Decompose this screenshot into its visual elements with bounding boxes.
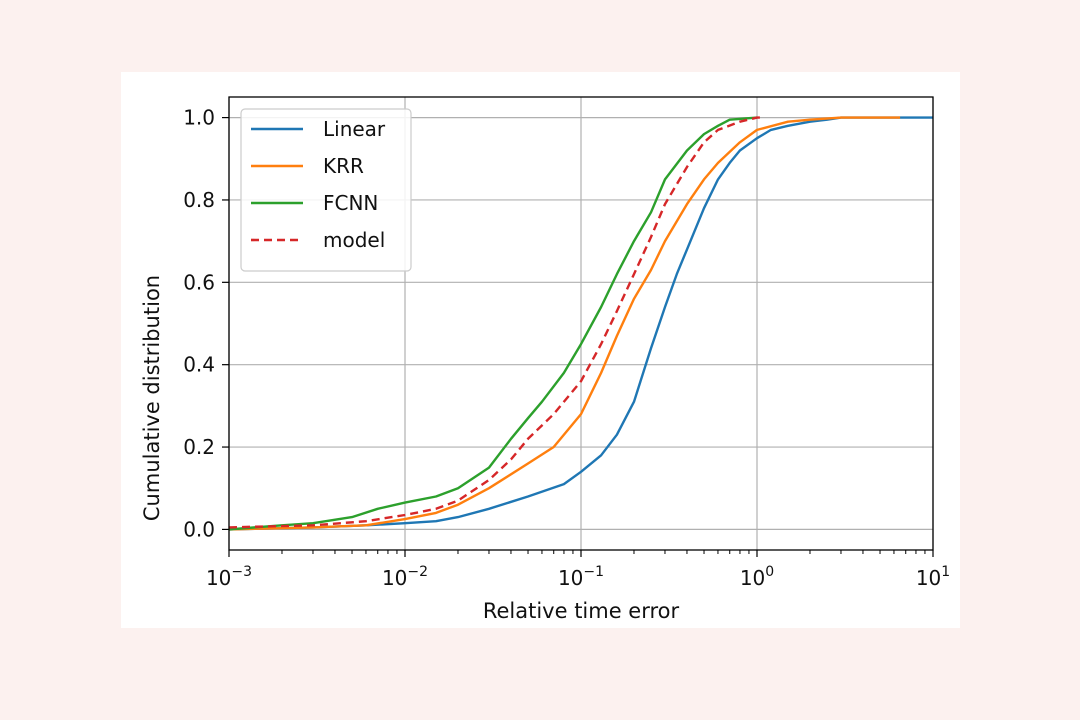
y-tick-label: 0.4 xyxy=(183,353,215,377)
x-tick-label: 10−3 xyxy=(206,564,252,590)
x-tick-label: 10−2 xyxy=(382,564,428,590)
x-axis-label: Relative time error xyxy=(483,599,680,623)
series-line-model xyxy=(228,116,765,529)
x-tick-label: 10−1 xyxy=(558,564,604,590)
y-tick-label: 0.2 xyxy=(183,435,215,459)
legend-label-model: model xyxy=(323,228,385,252)
series-line-linear xyxy=(228,116,933,531)
y-tick-label: 0.6 xyxy=(183,270,215,294)
y-tick-label: 1.0 xyxy=(183,106,215,130)
figure-card: 10−3 10−2 10−1 100 101 0.0 0.2 0.4 0.6 0.8 1.0 Rel… xyxy=(121,72,960,628)
legend-label-fcnn: FCNN xyxy=(323,191,378,215)
legend: Linear KRR FCNN model xyxy=(240,108,412,272)
y-tick-label: 0.0 xyxy=(183,517,215,541)
legend-label-krr: KRR xyxy=(323,154,364,178)
series-line-krr xyxy=(228,116,901,531)
y-axis-label: Cumulative distribution xyxy=(140,275,164,521)
legend-label-linear: Linear xyxy=(323,117,386,141)
series-line-fcnn xyxy=(228,116,758,531)
y-tick-label: 0.8 xyxy=(183,188,215,212)
plot-lines xyxy=(228,116,933,531)
x-tick-label: 101 xyxy=(916,564,950,590)
ticks: 10−3 10−2 10−1 100 101 0.0 0.2 0.4 0.6 0.8 1.0 xyxy=(183,106,950,590)
legend-box xyxy=(240,108,412,272)
x-tick-label: 100 xyxy=(740,564,774,590)
cdf-chart: 10−3 10−2 10−1 100 101 0.0 0.2 0.4 0.6 0.8 1.0 Rel… xyxy=(140,96,950,623)
